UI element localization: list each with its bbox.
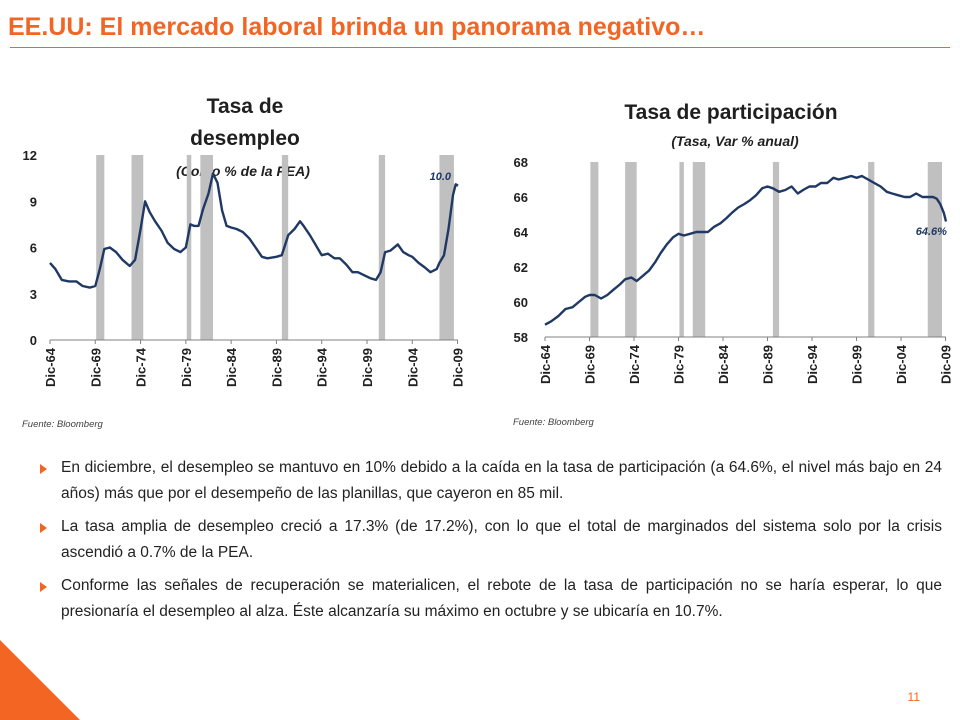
y-tick-label: 60 <box>514 295 528 310</box>
bullet-item: En diciembre, el desempleo se mantuvo en… <box>40 455 942 507</box>
bullet-item: La tasa amplia de desempleo creció a 17.… <box>40 514 942 566</box>
recession-shade <box>200 155 214 340</box>
chart-subtitle: (Tasa, Var % anual) <box>671 133 799 149</box>
x-tick-label: Dic-74 <box>134 347 149 387</box>
x-tick-label: Dic-99 <box>360 348 375 387</box>
bullet-arrow-icon <box>40 523 47 533</box>
recession-shade <box>590 162 599 337</box>
chart-source-left: Fuente: Bloomberg <box>22 419 103 430</box>
bullet-arrow-icon <box>40 464 47 474</box>
x-tick-label: Dic-09 <box>451 348 466 387</box>
bullet-text: Conforme las señales de recuperación se … <box>61 577 942 620</box>
page-number: 11 <box>907 690 920 704</box>
x-tick-label: Dic-74 <box>627 344 642 384</box>
y-tick-label: 64 <box>514 225 529 240</box>
chart-annotation: 64.6% <box>916 226 947 238</box>
recession-shade <box>186 155 192 340</box>
x-tick-label: Dic-79 <box>179 348 194 387</box>
page-title: EE.UU: El mercado laboral brinda un pano… <box>8 13 706 41</box>
x-tick-label: Dic-99 <box>850 345 865 384</box>
recession-shade <box>927 162 942 337</box>
bullet-list: En diciembre, el desempleo se mantuvo en… <box>40 455 942 632</box>
recession-shade <box>96 155 105 340</box>
recession-shade <box>679 162 684 337</box>
chart-source-right: Fuente: Bloomberg <box>513 417 594 428</box>
y-tick-label: 0 <box>30 333 37 348</box>
y-tick-label: 6 <box>30 241 37 256</box>
recession-shade <box>868 162 875 337</box>
recession-shade <box>378 155 386 340</box>
chart-title: Tasa de participación <box>624 101 837 124</box>
chart-series-line <box>544 174 948 326</box>
recession-shade <box>625 162 637 337</box>
recession-shade <box>772 162 780 337</box>
x-tick-label: Dic-89 <box>761 345 776 384</box>
y-tick-label: 3 <box>30 287 37 302</box>
bullet-text: En diciembre, el desempleo se mantuvo en… <box>61 459 942 502</box>
chart-title-line-2: desempleo <box>190 127 300 150</box>
chart-title-line-1: Tasa de <box>207 95 284 118</box>
x-tick-label: Dic-69 <box>583 345 598 384</box>
x-tick-label: Dic-89 <box>269 348 284 387</box>
bullet-arrow-icon <box>40 582 47 592</box>
x-tick-label: Dic-79 <box>672 345 687 384</box>
chart-series-line <box>49 172 459 289</box>
bullet-text: La tasa amplia de desempleo creció a 17.… <box>61 518 942 561</box>
bullet-item: Conforme las señales de recuperación se … <box>40 573 942 625</box>
x-tick-label: Dic-64 <box>538 344 553 384</box>
x-tick-label: Dic-69 <box>88 348 103 387</box>
recession-shade <box>439 155 454 340</box>
recession-shade <box>692 162 706 337</box>
chart-annotation: 10.0 <box>430 171 452 183</box>
y-tick-label: 62 <box>514 260 528 275</box>
x-tick-label: Dic-04 <box>894 344 909 384</box>
title-divider <box>10 47 950 48</box>
y-tick-label: 68 <box>514 155 528 170</box>
corner-decoration <box>0 640 80 720</box>
x-tick-label: Dic-09 <box>939 345 954 384</box>
x-tick-label: Dic-84 <box>716 344 731 384</box>
x-tick-label: Dic-84 <box>224 347 239 387</box>
x-tick-label: Dic-94 <box>315 347 330 387</box>
y-tick-label: 58 <box>514 330 528 345</box>
y-tick-label: 66 <box>514 190 528 205</box>
x-tick-label: Dic-94 <box>805 344 820 384</box>
x-tick-label: Dic-64 <box>43 347 58 387</box>
y-tick-label: 12 <box>23 148 37 163</box>
y-tick-label: 9 <box>30 194 37 209</box>
x-tick-label: Dic-04 <box>405 347 420 387</box>
